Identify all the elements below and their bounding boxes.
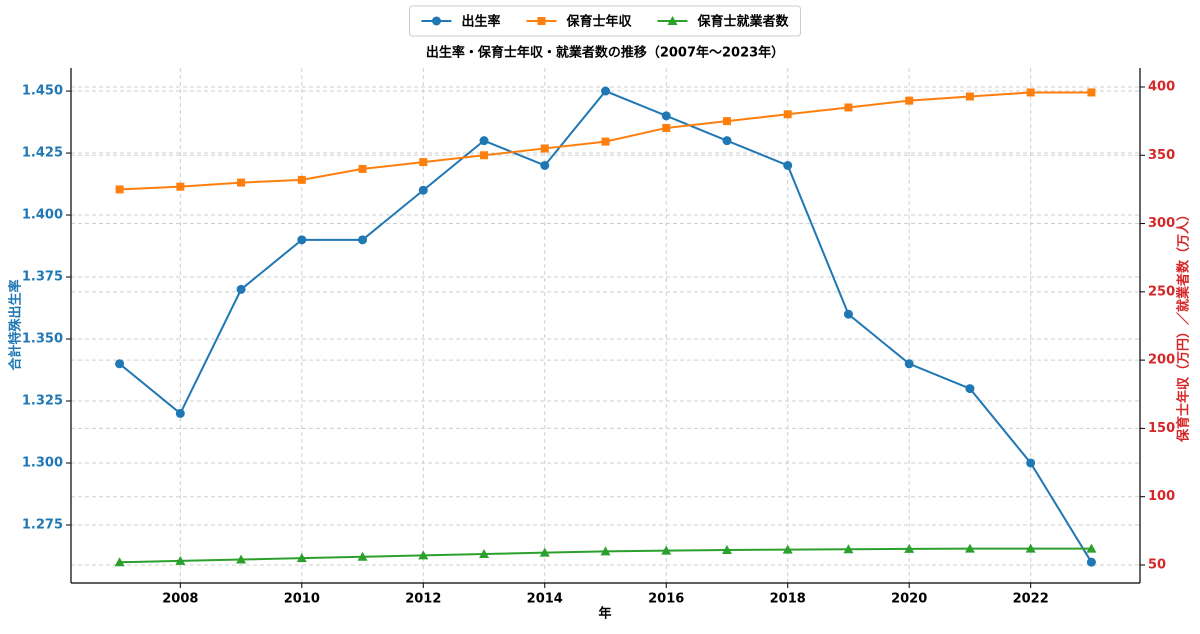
legend-label: 出生率 bbox=[461, 14, 500, 30]
y-axis-label: 合計特殊出生率 bbox=[8, 279, 24, 370]
y2-tick-label: 300 bbox=[1148, 216, 1175, 231]
x-tick-label: 2022 bbox=[1013, 592, 1049, 607]
marker bbox=[479, 549, 490, 559]
marker bbox=[904, 359, 914, 369]
marker bbox=[296, 553, 307, 563]
y2-tick-label: 350 bbox=[1148, 148, 1175, 163]
marker bbox=[905, 96, 914, 105]
marker bbox=[297, 175, 306, 184]
marker bbox=[480, 151, 489, 160]
y-tick-label: 1.450 bbox=[22, 84, 63, 99]
marker bbox=[358, 164, 367, 173]
marker bbox=[722, 136, 732, 146]
marker bbox=[176, 182, 185, 191]
x-tick-label: 2010 bbox=[284, 592, 320, 607]
x-tick-label: 2020 bbox=[891, 592, 927, 607]
marker bbox=[358, 235, 368, 245]
marker bbox=[236, 554, 247, 564]
marker bbox=[1086, 543, 1097, 553]
marker bbox=[539, 547, 550, 557]
marker bbox=[843, 544, 854, 554]
y-tick-label: 1.425 bbox=[22, 146, 63, 161]
marker bbox=[843, 309, 853, 319]
marker bbox=[175, 408, 185, 418]
legend: 出生率 保育士年収 保育士就業者数 bbox=[408, 5, 802, 37]
chart-title: 出生率・保育士年収・就業者数の推移（2007年〜2023年） bbox=[426, 45, 784, 61]
marker bbox=[115, 185, 124, 194]
y-tick-label: 1.375 bbox=[22, 270, 63, 285]
x-tick-label: 2008 bbox=[162, 592, 198, 607]
marker bbox=[601, 86, 610, 96]
marker bbox=[418, 550, 429, 560]
y2-tick-label: 100 bbox=[1148, 489, 1175, 504]
marker bbox=[175, 555, 186, 565]
y2-axis-label: 保育士年収（万円）／就業者数（万人） bbox=[1176, 208, 1192, 443]
marker bbox=[419, 158, 428, 167]
y2-tick-label: 200 bbox=[1148, 353, 1175, 368]
marker bbox=[667, 16, 678, 25]
marker bbox=[1087, 88, 1096, 97]
x-tick-label: 2018 bbox=[770, 592, 806, 607]
marker bbox=[965, 92, 974, 101]
marker bbox=[661, 545, 672, 555]
y-tick-label: 1.350 bbox=[22, 332, 63, 347]
y-tick-label: 1.400 bbox=[22, 208, 63, 223]
marker bbox=[721, 544, 732, 554]
legend-box bbox=[408, 5, 802, 37]
marker bbox=[783, 110, 792, 119]
y2-tick-label: 150 bbox=[1148, 421, 1175, 436]
marker bbox=[844, 103, 853, 112]
legend-label: 保育士就業者数 bbox=[697, 14, 790, 30]
legend-label: 保育士年収 bbox=[565, 14, 632, 30]
marker bbox=[904, 543, 915, 553]
y2-tick-label: 50 bbox=[1148, 557, 1166, 572]
marker bbox=[600, 546, 611, 556]
marker bbox=[964, 543, 975, 553]
marker bbox=[237, 178, 246, 187]
marker bbox=[540, 144, 549, 153]
y-tick-label: 1.275 bbox=[22, 517, 63, 532]
y-tick-label: 1.325 bbox=[22, 394, 63, 409]
x-tick-label: 2016 bbox=[648, 592, 684, 607]
marker bbox=[114, 557, 125, 567]
marker bbox=[479, 136, 489, 146]
x-tick-label: 2012 bbox=[405, 592, 441, 607]
marker bbox=[601, 137, 610, 146]
marker bbox=[115, 359, 125, 369]
marker bbox=[236, 284, 246, 294]
marker bbox=[418, 185, 428, 195]
x-axis-label: 年 bbox=[598, 606, 611, 622]
marker bbox=[540, 160, 550, 170]
marker bbox=[537, 17, 546, 25]
marker bbox=[297, 235, 307, 245]
marker bbox=[722, 117, 731, 126]
series-line bbox=[118, 89, 1093, 563]
marker bbox=[1086, 557, 1096, 567]
marker bbox=[1026, 88, 1035, 97]
marker bbox=[1025, 543, 1036, 553]
marker bbox=[1026, 458, 1036, 468]
marker bbox=[965, 384, 975, 394]
marker bbox=[661, 111, 671, 121]
marker bbox=[357, 551, 368, 561]
marker bbox=[783, 160, 793, 170]
x-tick-label: 2014 bbox=[527, 592, 563, 607]
marker bbox=[431, 16, 441, 26]
y2-tick-label: 250 bbox=[1148, 284, 1175, 299]
y-tick-label: 1.300 bbox=[22, 455, 63, 470]
marker bbox=[782, 544, 793, 554]
marker bbox=[662, 123, 671, 132]
y2-tick-label: 400 bbox=[1148, 79, 1175, 94]
